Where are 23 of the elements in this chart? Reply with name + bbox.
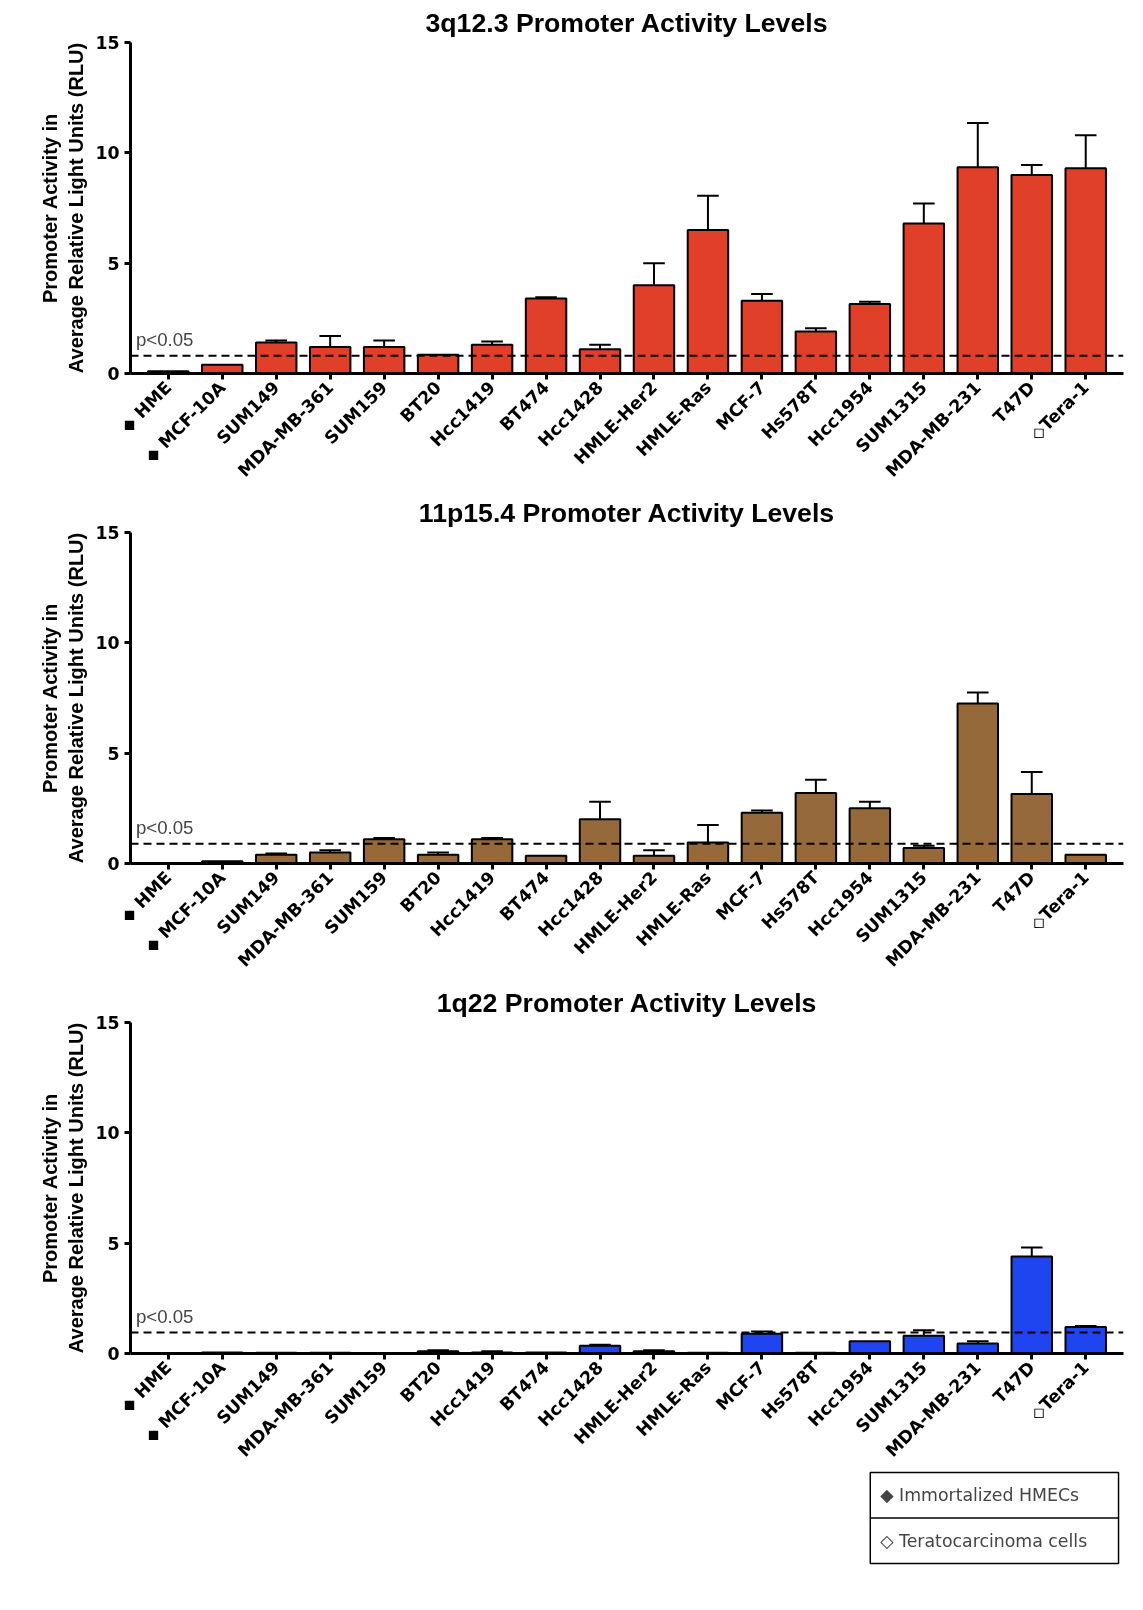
chart-title: 3q12.3 Promoter Activity Levels xyxy=(425,7,828,38)
text: ◇ Teratocarcinoma cells xyxy=(880,1530,1088,1551)
y-tick-label: 0 xyxy=(107,364,120,384)
chart-title: 1q22 Promoter Activity Levels xyxy=(436,987,817,1018)
y-axis-title: Promoter Activity in Average Relative Light Units (RLU) xyxy=(38,42,88,374)
y-tick-label: 0 xyxy=(107,1344,120,1364)
text: ◆ Immortalized HMECs xyxy=(880,1485,1080,1506)
y-axis-title: Promoter Activity in Average Relative Light Units (RLU) xyxy=(38,1022,88,1354)
ref-line-label: p<0.05 xyxy=(135,816,194,838)
ref-line-label: p<0.05 xyxy=(135,328,194,350)
chart-title: 11p15.4 Promoter Activity Levels xyxy=(418,497,835,528)
y-tick-label: 15 xyxy=(95,33,120,53)
y-tick-label: 15 xyxy=(95,1013,120,1033)
ref-line-label: p<0.05 xyxy=(135,1305,194,1327)
y-tick-label: 15 xyxy=(95,523,120,543)
y-tick-label: 5 xyxy=(107,253,120,274)
y-tick-label: 5 xyxy=(107,1233,120,1254)
y-tick-label: 5 xyxy=(107,743,120,764)
y-axis-title: Promoter Activity in Average Relative Light Units (RLU) xyxy=(38,532,88,864)
y-tick-label: 10 xyxy=(95,633,120,654)
y-tick-label: 0 xyxy=(107,854,120,874)
y-tick-label: 10 xyxy=(95,143,120,164)
y-tick-label: 10 xyxy=(95,1123,120,1144)
